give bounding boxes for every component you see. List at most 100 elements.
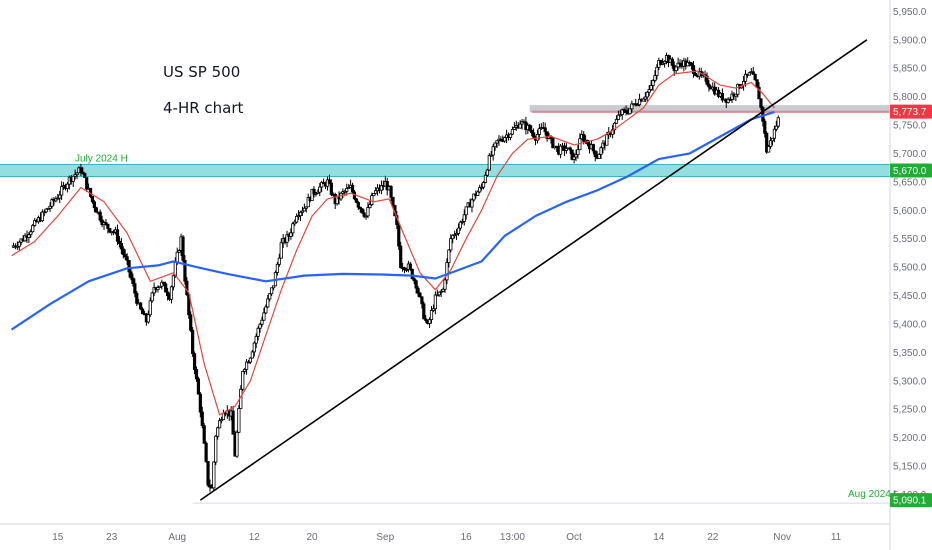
candle-body: [356, 201, 360, 208]
candle-body: [31, 225, 35, 233]
candle-body: [645, 91, 649, 98]
candle-body: [759, 98, 763, 108]
candle-body: [262, 312, 266, 321]
candle-body: [659, 60, 663, 65]
candle-body: [593, 150, 597, 157]
candle-body: [200, 411, 204, 427]
price-badge-label-1: 5,773.7: [893, 107, 927, 118]
candle-body: [125, 256, 129, 261]
candle-body: [139, 302, 143, 310]
candle-body: [385, 180, 389, 191]
candle-body: [763, 120, 767, 134]
candle-body: [462, 214, 466, 222]
candle-body: [347, 187, 351, 189]
candle-body: [260, 319, 264, 325]
candle-body: [747, 72, 751, 76]
candle-body: [676, 62, 680, 68]
candle-body: [410, 268, 414, 280]
y-tick-label: 5,300.0: [893, 376, 927, 387]
candle-body: [767, 146, 771, 153]
candle-body: [597, 153, 601, 159]
candle-body: [29, 231, 33, 236]
candle-body: [268, 293, 272, 300]
candle-body: [191, 329, 195, 355]
candle-body: [40, 211, 44, 222]
candle-body: [250, 351, 254, 359]
candle-body: [135, 292, 139, 304]
candle-body: [510, 129, 515, 135]
candle-body: [192, 353, 197, 370]
candle-body: [765, 132, 769, 153]
price-badge-0: [890, 163, 932, 178]
candle-body: [751, 71, 755, 75]
candle-body: [480, 186, 484, 189]
candle-body: [158, 285, 162, 288]
candle-body: [150, 292, 154, 302]
candle-body: [121, 248, 125, 255]
candle-body: [83, 173, 87, 178]
candle-body: [127, 259, 131, 273]
candle-body: [753, 74, 757, 81]
candle-body: [424, 318, 428, 321]
candle-body: [655, 66, 659, 76]
levels-layer: July 2024 H Aug 2024 L: [0, 105, 900, 504]
candle-body: [140, 308, 145, 315]
candle-body: [169, 286, 174, 300]
candle-body: [285, 234, 289, 243]
candle-body: [316, 191, 320, 194]
candle-body: [693, 73, 698, 76]
candle-body: [649, 85, 653, 90]
candle-body: [449, 238, 453, 251]
candle-body: [730, 93, 734, 100]
candle-body: [296, 215, 301, 218]
candle-body: [414, 280, 418, 289]
candle-body: [720, 92, 725, 101]
candle-body: [73, 174, 77, 177]
candle-body: [129, 271, 133, 279]
candle-body: [345, 187, 349, 192]
candle-body: [734, 93, 738, 97]
candle-body: [148, 300, 152, 316]
candle-body: [641, 98, 646, 102]
candle-body: [243, 368, 247, 372]
candle-body: [237, 408, 241, 433]
candle-body: [451, 234, 455, 240]
y-tick-label: 5,600.0: [893, 206, 927, 217]
candle-body: [412, 278, 416, 282]
candle-body: [620, 109, 624, 115]
candle-body: [42, 211, 46, 214]
candle-body: [216, 427, 220, 437]
candle-body: [171, 275, 175, 288]
candle-body: [374, 190, 378, 194]
candle-body: [402, 267, 407, 271]
candle-body: [164, 283, 168, 293]
candle-body: [212, 461, 216, 489]
candle-body: [279, 242, 283, 259]
candle-body: [439, 290, 443, 293]
candle-body: [472, 193, 476, 201]
candle-body: [512, 127, 516, 130]
candle-body: [204, 442, 208, 462]
candle-body: [634, 103, 638, 106]
candle-body: [320, 182, 324, 188]
candle-body: [499, 138, 503, 141]
price-badges-layer: 5,670.0 5,773.7 5,090.1: [890, 104, 932, 508]
candle-body: [674, 66, 678, 72]
candle-body: [776, 117, 780, 127]
candle-body: [379, 185, 384, 191]
candle-body: [33, 220, 37, 226]
x-tick-label: 12: [249, 532, 261, 543]
candle-body: [48, 205, 52, 209]
candle-body: [770, 137, 775, 142]
candle-body: [202, 425, 206, 444]
x-tick-label: Sep: [376, 532, 394, 543]
candle-body: [399, 245, 403, 268]
candle-body: [618, 114, 622, 116]
candle-body: [117, 240, 122, 244]
candle-body: [133, 283, 137, 294]
x-tick-label: 22: [707, 532, 719, 543]
candle-body: [558, 145, 563, 155]
candle-body: [219, 419, 224, 422]
